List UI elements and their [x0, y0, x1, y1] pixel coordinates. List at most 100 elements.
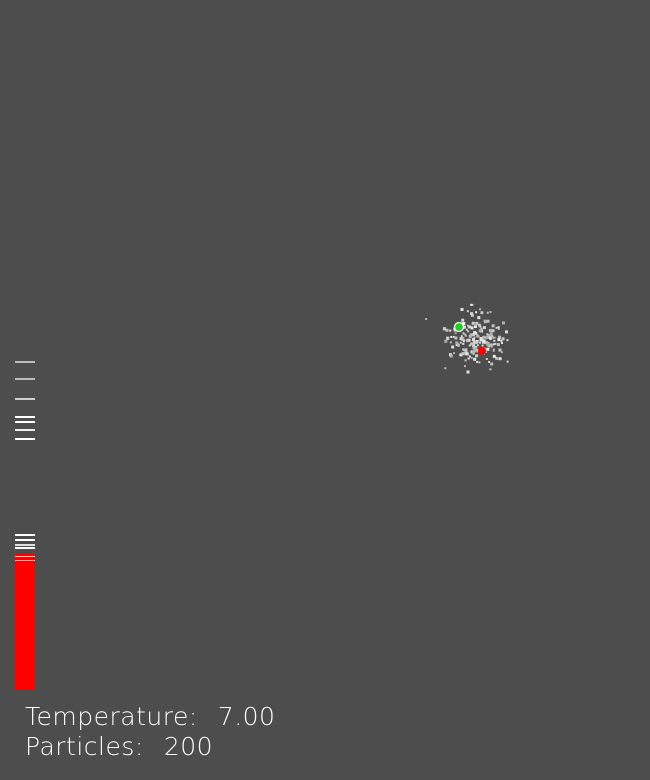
- particle: [492, 348, 495, 351]
- gauge-tick: [15, 547, 35, 549]
- particle: [468, 325, 472, 329]
- gauge-tick: [15, 421, 35, 423]
- particle: [470, 312, 474, 316]
- particle: [492, 343, 495, 346]
- particle: [493, 336, 496, 339]
- particle: [461, 318, 465, 322]
- particle: [459, 337, 463, 341]
- particle: [491, 329, 495, 333]
- particle: [489, 311, 492, 313]
- gauge-tick: [15, 378, 35, 380]
- particle: [498, 348, 502, 352]
- gauge-tick: [15, 534, 35, 536]
- particle: [471, 303, 474, 306]
- particle: [476, 361, 479, 363]
- particle: [497, 328, 500, 330]
- particle: [479, 341, 481, 344]
- particle: [473, 323, 477, 326]
- particle: [472, 352, 475, 355]
- particle: [495, 356, 499, 360]
- particle: [466, 310, 469, 313]
- gauge-tick: [15, 544, 35, 546]
- particle: [462, 332, 465, 335]
- particle: [475, 311, 478, 314]
- particle: [462, 336, 465, 339]
- particle: [444, 339, 448, 343]
- particle: [496, 343, 500, 347]
- particle: [502, 321, 505, 325]
- particle: [474, 325, 477, 328]
- particle: [486, 319, 490, 323]
- particle: [478, 361, 481, 364]
- temperature-label: Temperature:: [25, 702, 198, 731]
- particle: [491, 324, 495, 328]
- particle: [449, 354, 453, 358]
- particle: [456, 343, 460, 347]
- particle: [463, 339, 466, 342]
- particle: [465, 328, 468, 331]
- gauge-tick: [15, 416, 35, 418]
- particle: [462, 325, 466, 329]
- temperature-value: 7.00: [217, 702, 276, 731]
- particle: [469, 355, 471, 358]
- particle: [475, 354, 479, 358]
- particle: [451, 345, 455, 349]
- particle: [480, 327, 483, 330]
- particle: [464, 359, 467, 362]
- particle: [466, 340, 469, 343]
- particle: [461, 339, 464, 341]
- particle: [473, 357, 477, 361]
- particle: [476, 334, 479, 337]
- particle: [475, 350, 478, 353]
- particle: [485, 341, 488, 345]
- particle: [470, 313, 474, 317]
- particle: [482, 335, 486, 339]
- particle: [453, 329, 456, 332]
- particle: [477, 335, 480, 338]
- particle: [462, 349, 465, 352]
- particle: [462, 342, 465, 345]
- particle: [467, 330, 470, 333]
- particle: [485, 358, 488, 360]
- particle: [492, 349, 495, 352]
- particle: [462, 340, 465, 343]
- hud-readout: Temperature: 7.00 Particles: 200: [25, 702, 275, 762]
- particle: [477, 323, 481, 327]
- particle: [495, 326, 498, 329]
- particles-row: Particles: 200: [25, 732, 275, 762]
- particle: [489, 368, 492, 371]
- particle: [473, 331, 477, 335]
- particle: [471, 333, 475, 337]
- particle: [481, 344, 484, 347]
- gauge-tick: [15, 539, 35, 541]
- particle: [475, 321, 479, 325]
- particle: [454, 332, 457, 335]
- particle: [462, 322, 466, 326]
- particle: [479, 339, 482, 341]
- particle: [470, 357, 473, 359]
- particle: [474, 345, 478, 349]
- particle: [498, 357, 502, 361]
- particle: [497, 338, 501, 342]
- particle: [486, 342, 490, 346]
- particle: [505, 330, 508, 334]
- particle: [471, 321, 475, 325]
- particle: [506, 339, 509, 342]
- particle: [450, 336, 453, 338]
- particle: [468, 344, 471, 347]
- gauge-tick: [15, 429, 35, 431]
- gauge-tick: [15, 560, 35, 561]
- particle: [476, 344, 479, 347]
- particle: [473, 346, 476, 349]
- particle: [449, 341, 452, 344]
- particle: [473, 336, 476, 339]
- particle: [471, 337, 475, 341]
- gauge-tick: [15, 438, 35, 440]
- particle: [444, 367, 447, 370]
- particle: [473, 340, 476, 344]
- particle: [464, 365, 466, 368]
- tracked-particle-green: [453, 321, 465, 333]
- particle: [470, 303, 473, 306]
- particle: [464, 351, 468, 355]
- particle: [474, 341, 478, 344]
